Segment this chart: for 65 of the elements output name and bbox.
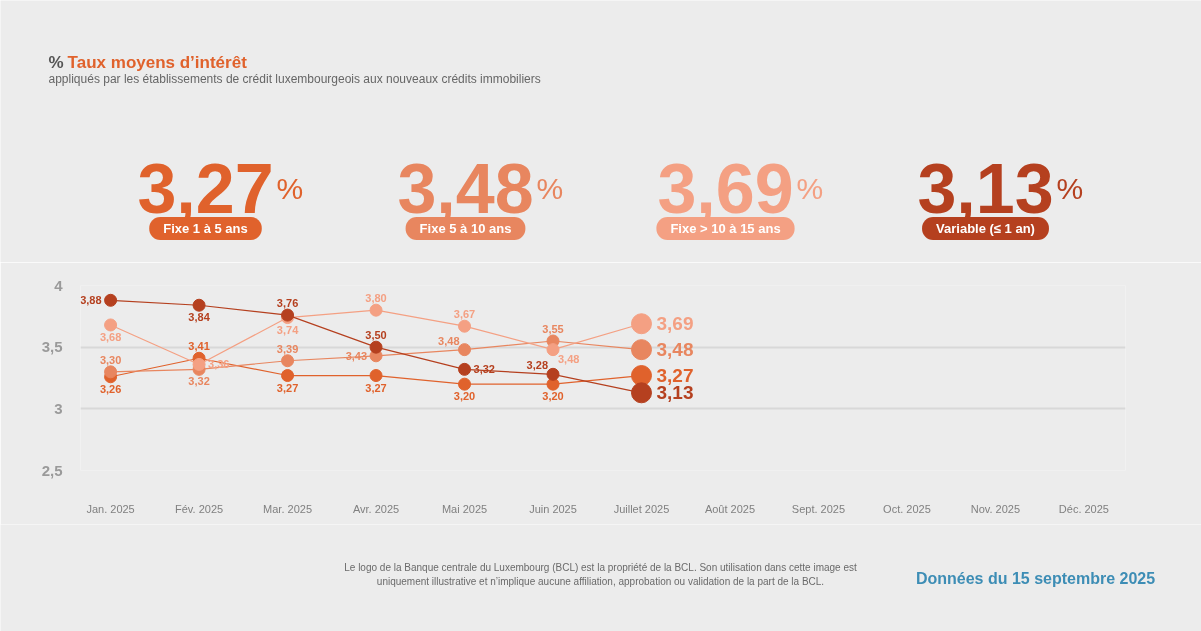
point <box>369 303 383 317</box>
y-axis-title: % <box>276 172 304 205</box>
data-label: 3,20 <box>453 390 476 403</box>
x-tick-label: Fév. 2025 <box>175 502 224 515</box>
text: Données du 15 septembre 2025 <box>915 570 1156 587</box>
x-tick-label: Mai 2025 <box>441 502 488 515</box>
data-label: 3,67 <box>453 308 476 321</box>
point <box>104 365 118 379</box>
data-label: 3,68 <box>99 330 122 343</box>
data-label: 3,48 <box>438 334 460 347</box>
text: Le logo de la Banque centrale du Luxembourg (BCL) est la propriété de la BCL. Son utilisation dans cette image est uniquement illustrative et n’implique aucune affiliation, approbation ou validation de la part de la BCL. <box>344 562 857 587</box>
data-label: 3,88 <box>80 294 102 307</box>
y-tick-label: 3,5 <box>41 338 63 356</box>
x-tick-label: Avr. 2025 <box>352 502 400 515</box>
x-tick-label: Nov. 2025 <box>970 502 1021 515</box>
y-tick-label: 3 <box>54 399 63 417</box>
data-label: 3,41 <box>188 340 210 353</box>
x-tick-label: Août 2025 <box>704 502 756 515</box>
x-tick-label: Mar. 2025 <box>263 502 313 515</box>
point <box>369 369 383 383</box>
x-tick-label: Déc. 2025 <box>1058 502 1109 515</box>
point <box>458 362 472 376</box>
data-label: 3,28 <box>526 359 549 372</box>
y-tick-label: 4 <box>54 276 64 294</box>
chart-title: Taux moyens d’intérêt <box>67 53 248 72</box>
data-label: 3,50 <box>365 329 387 342</box>
data-label: 3,20 <box>542 390 564 403</box>
point <box>458 319 472 333</box>
data-label: 3,74 <box>276 323 300 336</box>
text: % <box>796 172 824 205</box>
point <box>104 293 118 307</box>
data-label: 3,80 <box>365 292 387 305</box>
x-tick-label: Jan. 2025 <box>86 502 135 515</box>
data-label: 3,39 <box>276 342 299 355</box>
data-label: 3,84 <box>188 311 211 324</box>
data-label: 3,26 <box>99 382 122 395</box>
data-label: 3,55 <box>542 323 564 335</box>
point <box>281 369 295 383</box>
text: % <box>536 172 564 205</box>
data-label: 3,32 <box>188 375 210 388</box>
point <box>546 367 560 381</box>
data-label: 3,27 <box>365 381 387 394</box>
x-tick-label: Sept. 2025 <box>791 502 846 515</box>
x-tick-label: Oct. 2025 <box>883 502 931 515</box>
data-label: 3,48 <box>656 339 694 361</box>
point <box>458 377 472 391</box>
chart-subtitle: appliqués par les établissements de crédit luxembourgeois aux nouveaux crédits immobiliers <box>48 71 541 86</box>
text: % <box>1056 172 1084 205</box>
data-label: 3,27 <box>656 365 694 387</box>
x-tick-label: Juin 2025 <box>529 502 577 515</box>
point <box>104 318 118 332</box>
point <box>546 343 560 357</box>
data-label: 3,69 <box>656 313 694 335</box>
data-label: 3,76 <box>276 297 299 310</box>
data-label: 3,30 <box>99 353 122 366</box>
data-label: 3,27 <box>276 381 299 394</box>
point <box>192 298 206 312</box>
point <box>281 354 295 368</box>
x-tick-label: Juillet 2025 <box>613 502 670 515</box>
point <box>458 343 472 357</box>
y-tick-label: 2,5 <box>41 461 63 479</box>
point <box>369 340 383 354</box>
data-label: 3,48 <box>558 352 580 365</box>
point <box>192 357 206 371</box>
text: % <box>48 53 64 72</box>
